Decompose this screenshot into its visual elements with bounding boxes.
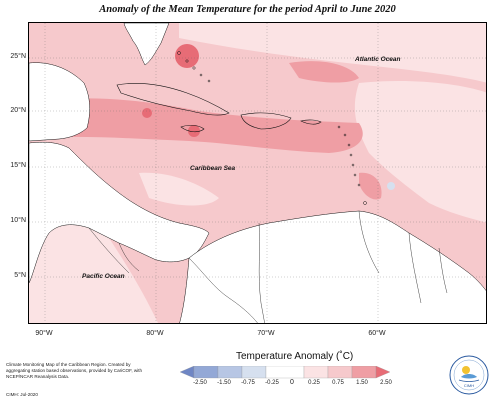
legend-swatch-neg-faint [241, 366, 267, 379]
land-florida [123, 23, 170, 66]
lat-label-25n: 25°N [10, 53, 26, 60]
land-bahamas [177, 51, 211, 83]
legend-swatch-neg-light [217, 366, 243, 379]
legend-tick-0: -2.50 [193, 380, 207, 386]
land-jamaica [180, 124, 205, 133]
legend-tick-6: 0.75 [332, 380, 344, 386]
anomaly-hot-bahamas [175, 44, 199, 68]
legend-swatch-neutral [265, 366, 305, 379]
lon-label-70w: 70°W [257, 330, 275, 337]
legend-colorbar [180, 366, 390, 379]
lat-label-20n: 20°N [10, 107, 26, 114]
lat-label-10n: 10°N [10, 217, 26, 224]
legend-title: Temperature Anomaly (˚C) [236, 351, 354, 362]
legend-tick-3: -0.25 [265, 380, 279, 386]
lon-label-60w: 60°W [368, 330, 386, 337]
land-lesser-antilles [337, 125, 367, 205]
land-hispaniola [240, 112, 292, 130]
legend-swatch-pos-light [327, 366, 353, 379]
land-cuba [116, 83, 230, 116]
label-caribbean-sea: Caribbean Sea [190, 165, 236, 172]
label-pacific-ocean: Pacific Ocean [82, 273, 125, 280]
legend-swatch-neg-strong [180, 366, 195, 379]
anomaly-faint-central [139, 172, 219, 206]
lat-label-5n: 5°N [14, 272, 26, 279]
anomaly-warm-atlantic [289, 61, 359, 83]
land-puerto-rico [300, 119, 322, 125]
legend-tick-8: 2.50 [380, 380, 392, 386]
legend-swatch-pos-faint [303, 366, 329, 379]
svg-text:CIMH: CIMH [464, 383, 474, 388]
anomaly-faint-north [179, 23, 486, 83]
anomaly-warm-east [359, 172, 382, 200]
anomaly-hot-cuba [142, 108, 152, 118]
map-gridlines [29, 23, 486, 323]
anomaly-hot-jamaica [188, 125, 200, 137]
lat-label-15n: 15°N [10, 162, 26, 169]
label-atlantic-ocean: Atlantic Ocean [355, 56, 401, 63]
legend-tick-4: 0 [290, 379, 294, 386]
map-credits: Climate Monitoring Map of the Caribbean … [6, 362, 143, 379]
anomaly-cool-east [387, 182, 395, 190]
anomaly-faint-atlantic [354, 81, 486, 223]
legend-tick-1: -1.50 [217, 380, 231, 386]
country-borders [88, 210, 448, 323]
lon-label-90w: 90°W [35, 330, 53, 337]
legend-tick-5: 0.25 [308, 380, 320, 386]
legend-swatch-pos-mid [351, 366, 377, 379]
legend-swatch-neg-mid [193, 366, 219, 379]
legend-swatch-pos-strong [375, 366, 390, 379]
cimh-logo-icon: CIMH [449, 355, 489, 395]
legend-tick-7: 1.50 [356, 380, 368, 386]
lon-label-80w: 80°W [146, 330, 164, 337]
legend-tick-2: -0.75 [241, 380, 255, 386]
anomaly-map-svg [29, 23, 486, 323]
map-title: Anomaly of the Mean Temperature for the … [99, 4, 396, 15]
map-credits-date: CIMH: Jul-2020 [6, 392, 38, 397]
anomaly-map [28, 22, 487, 324]
